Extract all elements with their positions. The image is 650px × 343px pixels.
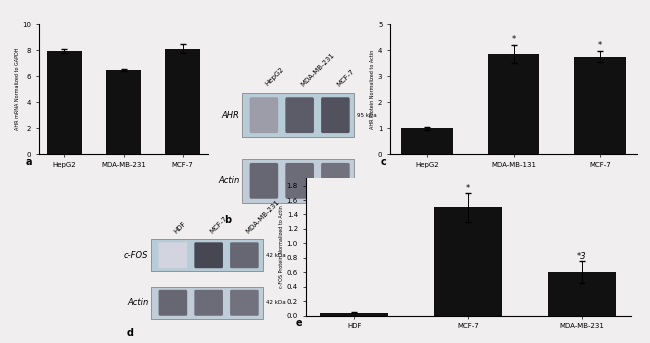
- Text: MDA-MB-231: MDA-MB-231: [244, 199, 280, 235]
- Bar: [574, 57, 626, 154]
- Bar: [434, 207, 502, 316]
- Text: d: d: [127, 328, 134, 338]
- Bar: [320, 313, 389, 316]
- Bar: [47, 51, 82, 154]
- Text: e: e: [296, 318, 302, 328]
- Text: 42 kDa: 42 kDa: [266, 300, 285, 305]
- Text: *: *: [466, 184, 470, 193]
- Text: *3: *3: [577, 252, 586, 261]
- FancyBboxPatch shape: [194, 242, 223, 268]
- Bar: [488, 54, 540, 154]
- Text: a: a: [26, 157, 32, 167]
- Text: Actin: Actin: [218, 176, 240, 185]
- Text: c: c: [380, 157, 386, 167]
- Text: AHR: AHR: [222, 111, 240, 120]
- Text: MCF-7: MCF-7: [209, 215, 228, 235]
- Bar: [151, 287, 263, 319]
- Y-axis label: c-FOS Protein Normalized to Actin: c-FOS Protein Normalized to Actin: [279, 205, 284, 288]
- Text: *: *: [512, 35, 515, 44]
- FancyBboxPatch shape: [230, 290, 259, 316]
- Bar: [106, 70, 141, 154]
- FancyBboxPatch shape: [194, 290, 223, 316]
- Bar: [401, 128, 453, 154]
- FancyBboxPatch shape: [159, 290, 187, 316]
- FancyBboxPatch shape: [321, 163, 350, 199]
- FancyBboxPatch shape: [230, 242, 259, 268]
- Bar: [547, 272, 616, 316]
- FancyBboxPatch shape: [250, 163, 278, 199]
- Bar: [151, 239, 263, 271]
- Y-axis label: AHR Protein Normalized to Actin: AHR Protein Normalized to Actin: [370, 49, 375, 129]
- Text: c-FOS: c-FOS: [124, 251, 149, 260]
- Y-axis label: AHR mRNA Normalized to GAPDH: AHR mRNA Normalized to GAPDH: [14, 48, 20, 130]
- Bar: [242, 159, 354, 203]
- Text: MCF-7: MCF-7: [335, 68, 355, 87]
- FancyBboxPatch shape: [285, 163, 314, 199]
- Text: *: *: [598, 41, 602, 50]
- FancyBboxPatch shape: [250, 97, 278, 133]
- FancyBboxPatch shape: [285, 97, 314, 133]
- FancyBboxPatch shape: [321, 97, 350, 133]
- Text: 42 kDa: 42 kDa: [357, 178, 376, 183]
- Bar: [165, 49, 200, 154]
- Text: 42 kDa: 42 kDa: [266, 253, 285, 258]
- Text: HepG2: HepG2: [264, 67, 285, 87]
- Text: MDA-MB-231: MDA-MB-231: [300, 51, 335, 87]
- Text: Actin: Actin: [127, 298, 149, 307]
- FancyBboxPatch shape: [159, 242, 187, 268]
- Text: 95 kDa: 95 kDa: [357, 113, 376, 118]
- Bar: [242, 93, 354, 137]
- Text: HDF: HDF: [173, 221, 187, 235]
- Text: b: b: [224, 215, 231, 225]
